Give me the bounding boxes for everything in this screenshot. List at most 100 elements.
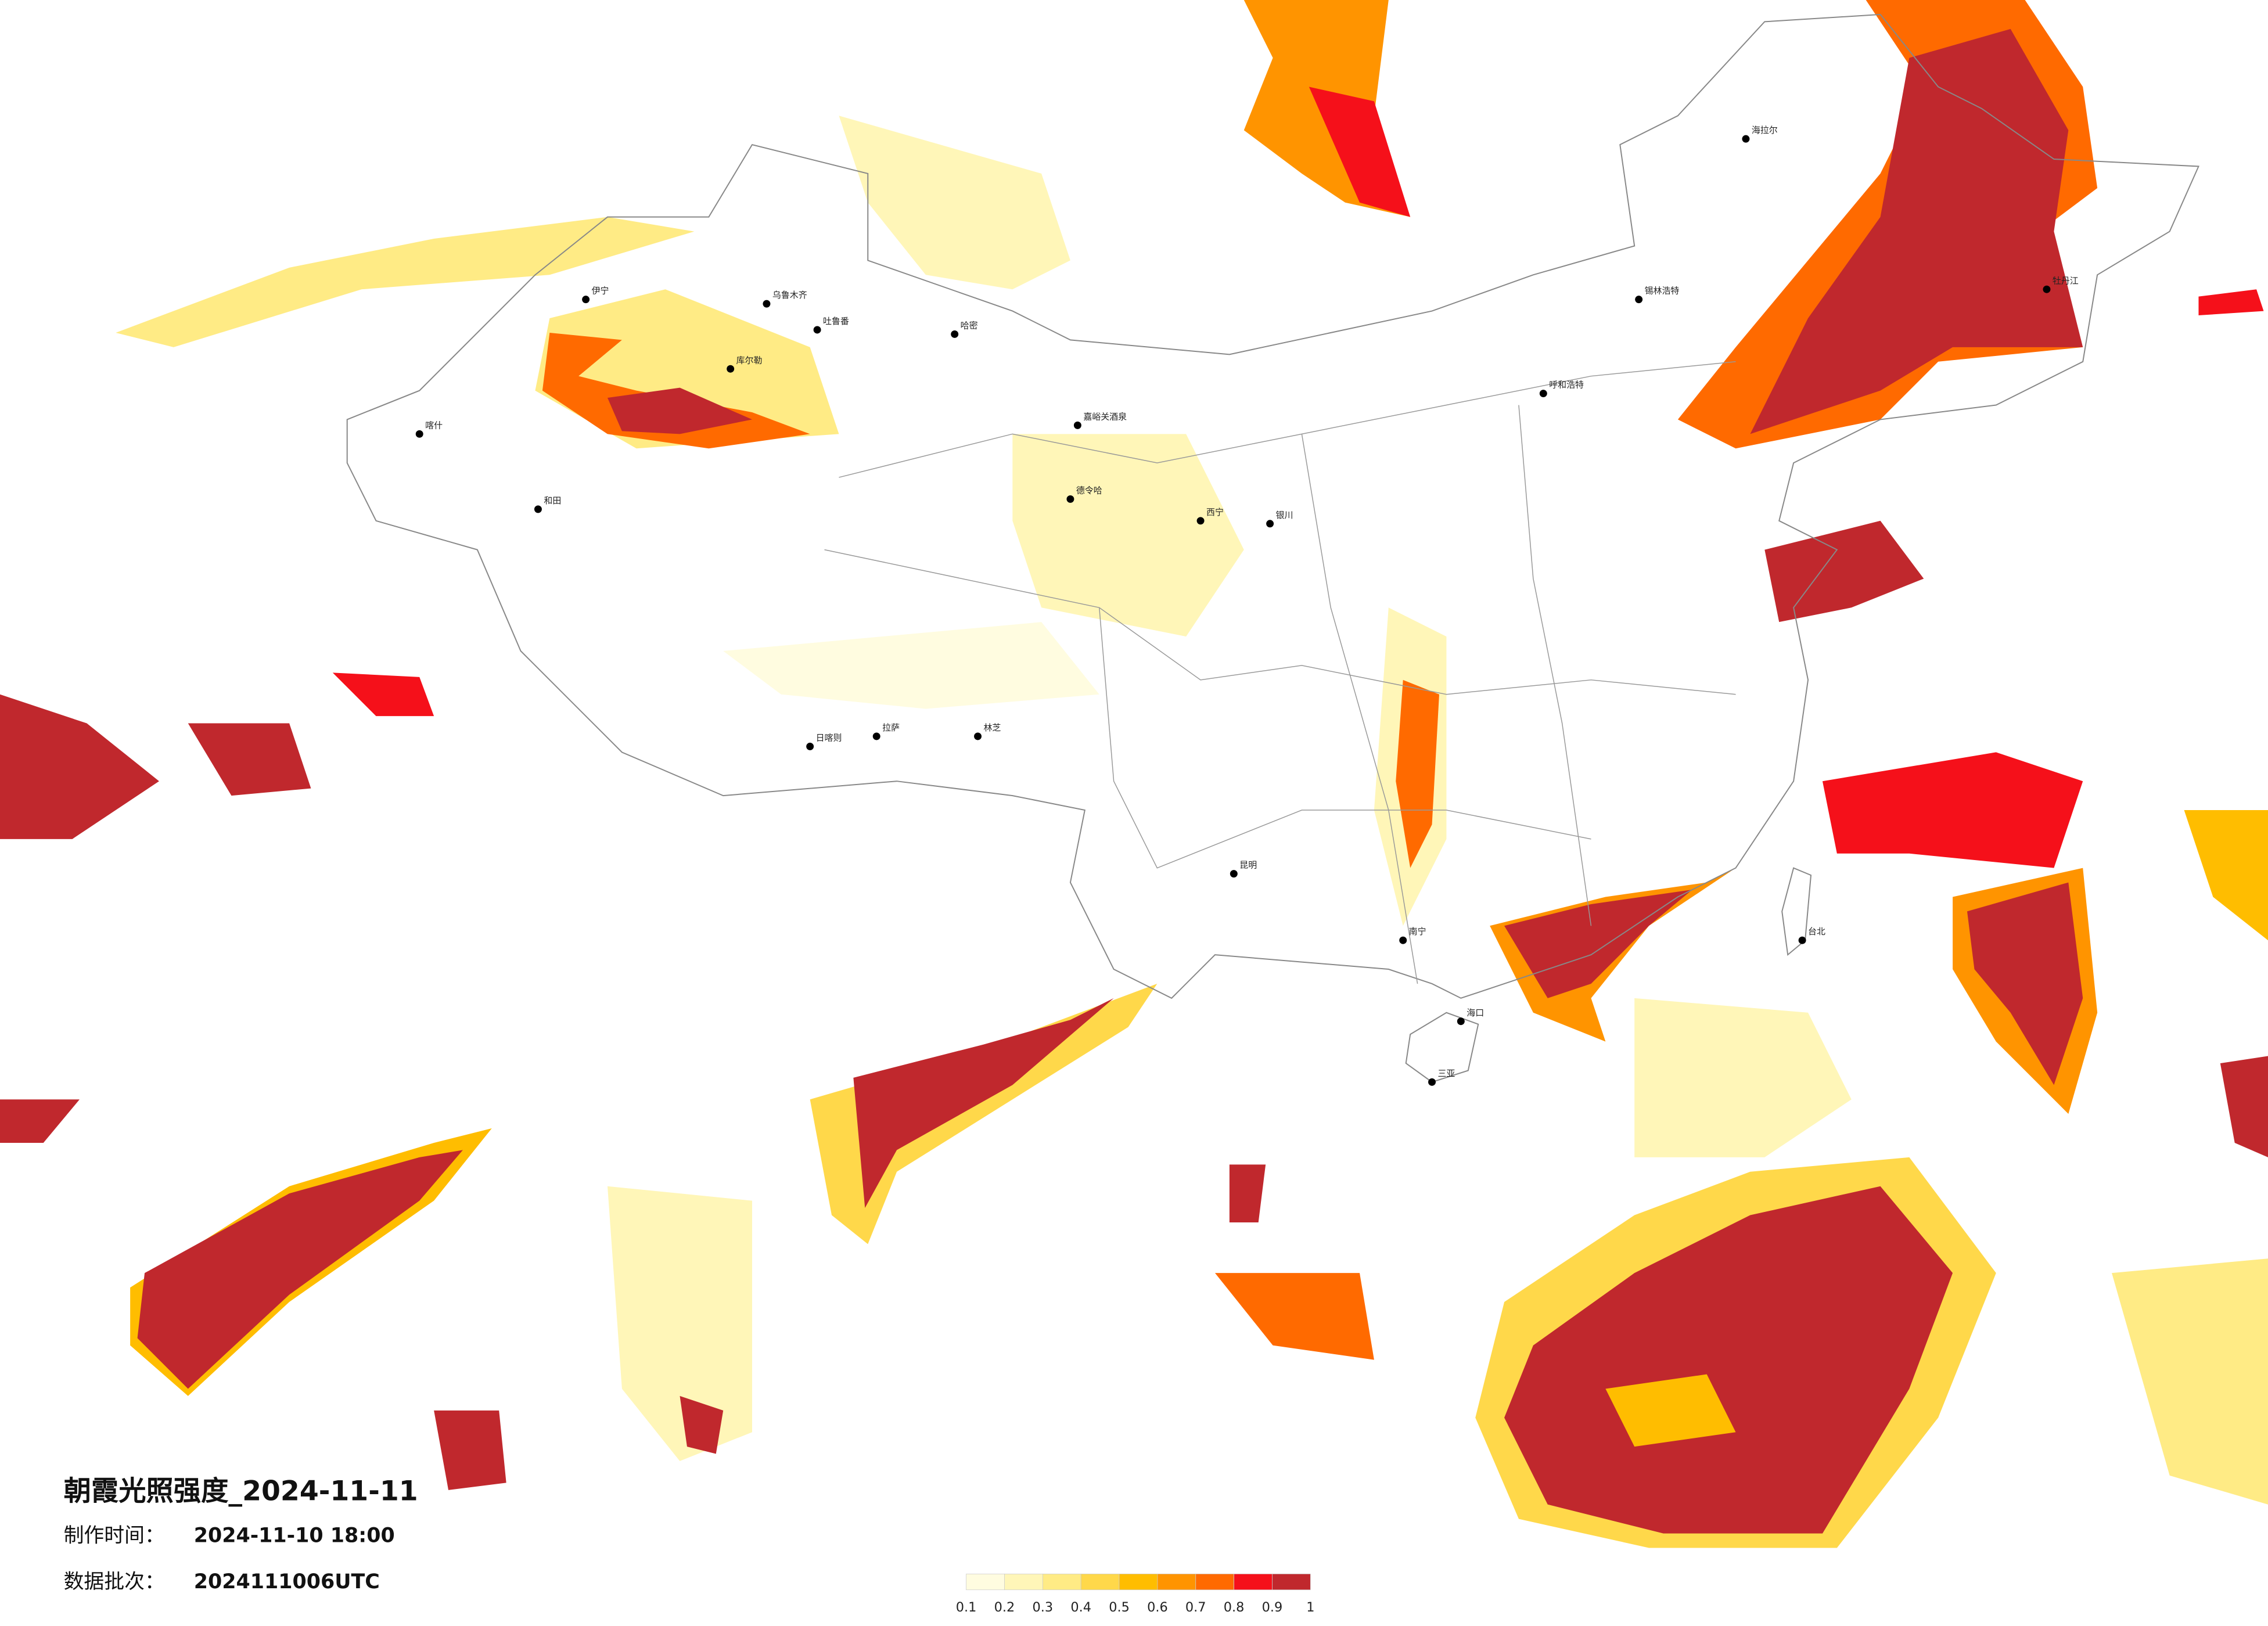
city-label: 银川 [1276,510,1293,520]
legend-tick-label: 0.6 [1147,1600,1168,1615]
intensity-area [607,1186,753,1462]
legend-tick-label: 0.2 [994,1600,1015,1615]
city-label: 牡丹江 [2053,275,2079,286]
legend-swatch [1080,1573,1120,1591]
intensity-area [434,1410,506,1490]
city-label: 台北 [1808,926,1825,937]
city-dot [813,326,821,334]
legend-swatch [1195,1573,1234,1591]
city-dot [974,732,982,740]
city-label: 西宁 [1206,507,1224,517]
intensity-area [1504,1186,1953,1534]
intensity-area [723,622,1099,709]
city-label: 三亚 [1437,1068,1455,1078]
make-time-label: 制作时间： [64,1524,165,1548]
province-border [1301,434,1418,984]
legend-tick-label: 0.1 [956,1600,977,1615]
city-label: 库尔勒 [736,355,763,365]
city-label: 吐鲁番 [823,316,849,326]
legend-tick-label: 0.3 [1033,1600,1054,1615]
city-dot [951,330,959,338]
city-dot [727,365,735,373]
intensity-area [1822,752,2083,868]
intensity-area [1750,28,2083,434]
intensity-area [1967,882,2083,1085]
intensity-area [680,1395,724,1454]
map-title: 朝霞光照强度_2024-11-11 [64,1475,418,1507]
legend-tick-label: 0.7 [1185,1600,1206,1615]
intensity-area [1764,520,1924,623]
legend-swatch [1234,1573,1273,1591]
intensity-area [1634,998,1852,1157]
city-dot [1266,520,1274,528]
intensity-area [1504,890,1692,998]
city-dot [1798,936,1806,944]
city-label: 伊宁 [592,286,609,296]
island-outline [1405,1012,1479,1083]
city-label: 和田 [544,495,561,506]
intensity-area [2112,1258,2268,1505]
intensity-area [332,672,434,717]
city-label: 海口 [1467,1008,1484,1018]
legend-swatch [1119,1573,1158,1591]
city-dot [1073,421,1081,429]
island-outline [1781,867,1812,956]
batch-value: 2024111006UTC [194,1570,380,1593]
legend-swatch [1157,1573,1196,1591]
intensity-layer [0,0,2268,1548]
city-dot [1196,517,1205,525]
city-label: 海拉尔 [1752,125,1778,135]
intensity-area [0,694,159,839]
city-label: 乌鲁木齐 [772,290,807,300]
province-border [824,549,1736,695]
intensity-area [1309,87,1411,217]
legend-swatch [966,1573,1005,1591]
intensity-area [1605,1374,1736,1447]
province-border [1518,405,1592,926]
legend-swatch [1004,1573,1043,1591]
city-dot [1539,390,1547,398]
city-dot [534,505,542,513]
legend-tick-label: 0.9 [1262,1600,1283,1615]
city-dot [1066,495,1074,503]
intensity-area [0,1099,80,1143]
city-label: 南宁 [1409,926,1426,937]
city-label: 呼和浩特 [1549,380,1584,390]
city-dot [1230,870,1238,878]
city-label: 林芝 [983,722,1001,733]
city-dot [872,732,880,740]
intensity-area [607,387,753,434]
intensity-area [1012,434,1244,637]
city-label: 嘉峪关酒泉 [1083,411,1127,422]
city-dot [1399,936,1407,944]
legend-swatch [1042,1573,1081,1591]
batch-label: 数据批次： [64,1570,165,1593]
intensity-area [137,1150,463,1389]
intensity-area [853,998,1114,1208]
intensity-area [2198,289,2264,316]
city-dot [2043,285,2051,293]
intensity-area [810,983,1158,1244]
intensity-area [1229,1164,1266,1222]
intensity-area [2184,810,2268,941]
legend-tick-label: 1 [1306,1600,1314,1615]
city-label: 德令哈 [1076,485,1102,495]
city-label: 锡林浩特 [1645,286,1680,296]
city-dot [582,296,590,304]
city-dot [806,742,814,750]
intensity-area [839,116,1070,290]
city-dot [415,430,423,438]
city-dot [763,300,771,308]
city-label: 哈密 [961,320,978,330]
city-label: 拉萨 [882,722,900,733]
intensity-area [116,217,695,347]
city-dot [1457,1017,1465,1026]
legend-tick-label: 0.5 [1109,1600,1130,1615]
city-dot [1635,296,1643,304]
legend: 0.1 0.2 0.3 0.4 0.5 0.6 0.7 0.8 0.9 1 [956,1573,1314,1615]
country-outline [346,13,2199,999]
make-time-value: 2024-11-10 18:00 [194,1524,395,1548]
